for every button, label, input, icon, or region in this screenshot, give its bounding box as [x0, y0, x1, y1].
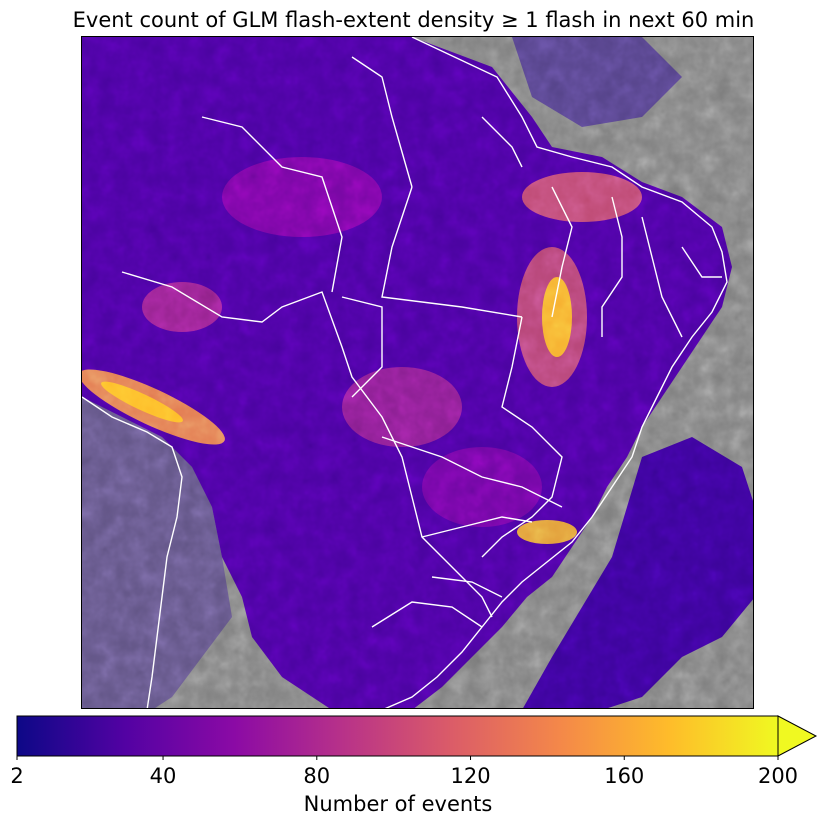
coastline-east: [384, 37, 728, 708]
state-border-11: [371, 601, 483, 628]
state-border-7: [641, 216, 683, 338]
colorbar-tick-label: 160: [604, 764, 645, 788]
state-border-9: [421, 516, 533, 538]
state-border-3: [481, 316, 563, 558]
colorbar: [16, 715, 818, 760]
colorbar-tick-label: 40: [149, 764, 177, 788]
colorbar-tick-label: 200: [757, 764, 799, 788]
state-border-10: [431, 576, 503, 598]
national-border: [121, 271, 493, 618]
state-border-13: [481, 116, 523, 168]
noise-texture: [82, 37, 753, 708]
colorbar-tick-label: 2: [10, 764, 24, 788]
colorbar-label: Number of events: [303, 792, 493, 816]
state-border-2: [381, 186, 523, 318]
colorbar-tick-label: 120: [450, 764, 491, 788]
state-border-12: [351, 56, 413, 188]
state-border-14: [681, 246, 722, 278]
state-border-6: [601, 196, 623, 337]
colorbar-ticks: [16, 756, 779, 760]
map-canvas: [82, 37, 753, 708]
state-border-1: [201, 116, 343, 293]
state-border-4: [341, 296, 383, 398]
coastline-west: [82, 396, 183, 708]
state-border-8: [381, 436, 563, 508]
state-border-5: [551, 186, 573, 318]
colorbar-extend-arrow: [777, 715, 818, 757]
colorbar-gradient: [16, 715, 779, 757]
map-title: Event count of GLM flash-extent density …: [72, 8, 755, 32]
colorbar-tick-label: 80: [303, 764, 331, 788]
event-count-map: [81, 36, 754, 709]
borders: [82, 37, 728, 708]
